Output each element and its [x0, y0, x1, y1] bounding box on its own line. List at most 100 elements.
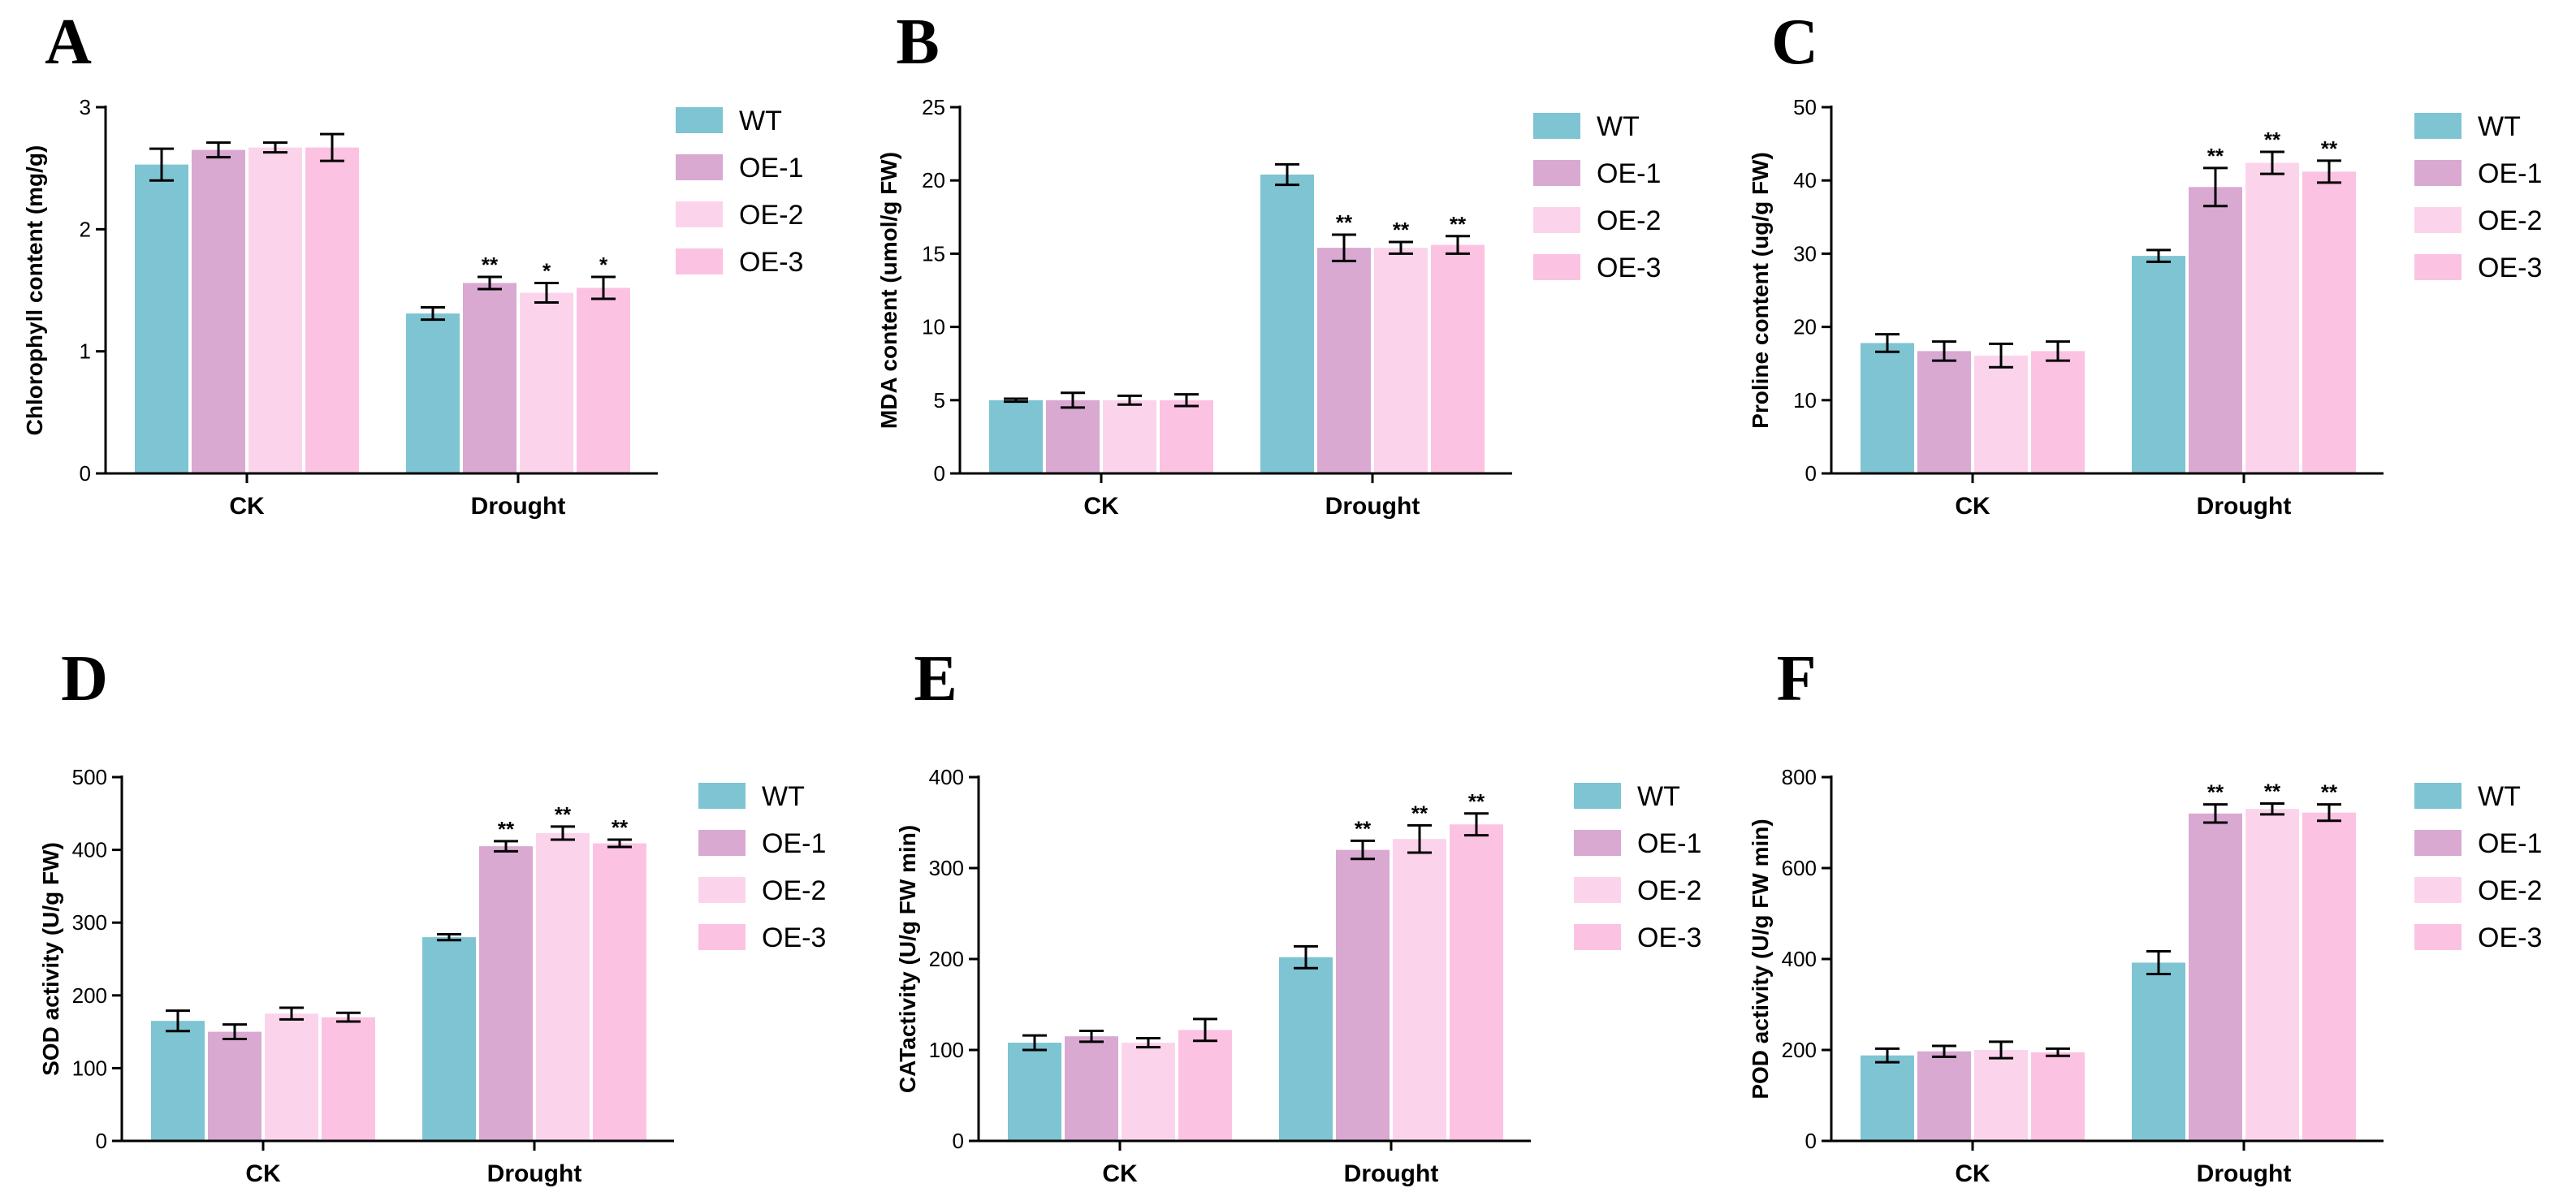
- bar-wt-ck: [1861, 1055, 1914, 1141]
- bar-oe-1-drought: [1336, 849, 1390, 1141]
- y-tick-label: 20: [922, 168, 945, 192]
- y-axis-title: POD activity (U/g FW min): [1748, 819, 1773, 1099]
- category-label: Drought: [2197, 1160, 2292, 1187]
- bar-oe-2-drought: [2245, 809, 2299, 1141]
- category-label: CK: [1955, 1160, 1990, 1187]
- y-tick-label: 0: [96, 1129, 107, 1153]
- bar-oe-1-ck: [1917, 351, 1971, 473]
- legend-swatch-oe-1: [698, 830, 746, 856]
- significance-label: **: [2207, 144, 2224, 168]
- y-tick-label: 100: [929, 1038, 964, 1062]
- bar-wt-drought: [406, 313, 460, 473]
- bar-oe-3-drought: [2302, 171, 2356, 473]
- legend-label-oe-3: OE-3: [2478, 922, 2542, 953]
- y-tick-label: 200: [72, 983, 107, 1008]
- y-tick-label: 30: [1793, 241, 1817, 266]
- legend-label-oe-3: OE-3: [1637, 922, 1701, 953]
- legend-label-oe-1: OE-1: [2478, 158, 2542, 189]
- legend-swatch-oe-3: [698, 924, 746, 950]
- panel-letter: D: [61, 643, 108, 715]
- y-tick-label: 40: [1793, 168, 1817, 192]
- significance-label: **: [2321, 136, 2338, 161]
- y-tick-label: 0: [934, 461, 945, 486]
- bar-oe-1-ck: [192, 149, 245, 473]
- legend-label-oe-3: OE-3: [1597, 253, 1661, 283]
- bar-oe-3-drought: [593, 843, 646, 1141]
- y-axis-title: SOD activity (U/g FW): [38, 842, 63, 1076]
- legend-swatch-oe-3: [2414, 924, 2461, 950]
- y-tick-label: 10: [922, 315, 945, 339]
- y-tick-label: 200: [929, 947, 964, 971]
- bar-oe-2-drought: [1393, 839, 1446, 1141]
- legend-label-oe-1: OE-1: [2478, 828, 2542, 859]
- y-tick-label: 200: [1782, 1038, 1817, 1062]
- bar-oe-1-drought: [2189, 187, 2242, 473]
- legend-swatch-oe-2: [1533, 207, 1580, 233]
- bar-wt-drought: [2132, 256, 2185, 473]
- legend-label-oe-2: OE-2: [762, 875, 826, 906]
- significance-label: **: [2264, 779, 2281, 803]
- significance-label: **: [1468, 789, 1485, 814]
- legend-label-oe-2: OE-2: [1637, 875, 1701, 906]
- category-label: CK: [1955, 493, 1990, 520]
- bar-oe-2-drought: [2245, 162, 2299, 473]
- panel-letter: C: [1771, 6, 1818, 78]
- y-tick-label: 1: [80, 339, 91, 364]
- legend-label-oe-2: OE-2: [2478, 205, 2542, 236]
- y-tick-label: 0: [953, 1129, 964, 1153]
- legend-swatch-oe-2: [1574, 877, 1621, 903]
- bar-oe-1-ck: [1046, 400, 1100, 473]
- category-label: CK: [245, 1160, 281, 1187]
- y-tick-label: 0: [80, 461, 91, 486]
- bar-oe-2-ck: [1974, 1050, 2028, 1141]
- y-tick-label: 25: [922, 95, 945, 119]
- panel-b: B MDA content (umol/g FW) CK ** ** ** Drought 0…: [876, 6, 1661, 520]
- bar-oe-3-drought: [577, 287, 630, 473]
- legend-label-oe-2: OE-2: [739, 200, 803, 231]
- legend-swatch-oe-3: [676, 248, 723, 274]
- bar-oe-1-drought: [479, 846, 533, 1141]
- legend-swatch-oe-1: [2414, 160, 2461, 186]
- legend-label-oe-1: OE-1: [1597, 158, 1661, 189]
- y-tick-label: 10: [1793, 388, 1817, 413]
- bar-oe-3-ck: [1160, 400, 1213, 473]
- significance-label: **: [2264, 127, 2281, 152]
- bar-oe-3-ck: [2031, 1052, 2085, 1141]
- bar-oe-1-ck: [208, 1031, 261, 1141]
- bar-oe-3-drought: [1431, 244, 1485, 473]
- bar-oe-1-drought: [463, 283, 516, 473]
- significance-label: **: [1411, 801, 1428, 825]
- y-axis-title: Proline content (ug/g FW): [1748, 152, 1773, 429]
- y-tick-label: 3: [80, 95, 91, 119]
- bar-oe-2-ck: [265, 1013, 318, 1141]
- legend-label-wt: WT: [1637, 781, 1680, 812]
- legend-swatch-oe-1: [676, 154, 723, 180]
- legend-swatch-oe-3: [2414, 254, 2461, 280]
- bar-oe-2-drought: [1374, 248, 1428, 473]
- y-tick-label: 50: [1793, 95, 1817, 119]
- y-tick-label: 800: [1782, 765, 1817, 789]
- significance-label: **: [482, 253, 499, 277]
- bar-oe-2-ck: [1974, 355, 2028, 473]
- legend-label-wt: WT: [2478, 111, 2521, 142]
- legend-swatch-oe-1: [1574, 830, 1621, 856]
- bar-wt-drought: [2132, 962, 2185, 1141]
- legend-swatch-oe-3: [1533, 254, 1580, 280]
- y-tick-label: 20: [1793, 315, 1817, 339]
- y-tick-label: 300: [72, 910, 107, 935]
- category-label: Drought: [471, 493, 566, 520]
- y-axis-title: Chlorophyll content (mg/g): [22, 145, 47, 436]
- legend-label-oe-1: OE-1: [1637, 828, 1701, 859]
- bar-oe-2-drought: [536, 832, 590, 1141]
- category-label: CK: [229, 493, 265, 520]
- bar-oe-1-ck: [1065, 1036, 1118, 1141]
- category-label: Drought: [487, 1160, 582, 1187]
- legend-label-oe-1: OE-1: [762, 828, 826, 859]
- y-tick-label: 600: [1782, 856, 1817, 880]
- bar-oe-3-drought: [1450, 824, 1503, 1141]
- panel-letter: A: [45, 6, 92, 78]
- y-tick-label: 400: [929, 765, 964, 789]
- bar-oe-3-ck: [1178, 1030, 1232, 1141]
